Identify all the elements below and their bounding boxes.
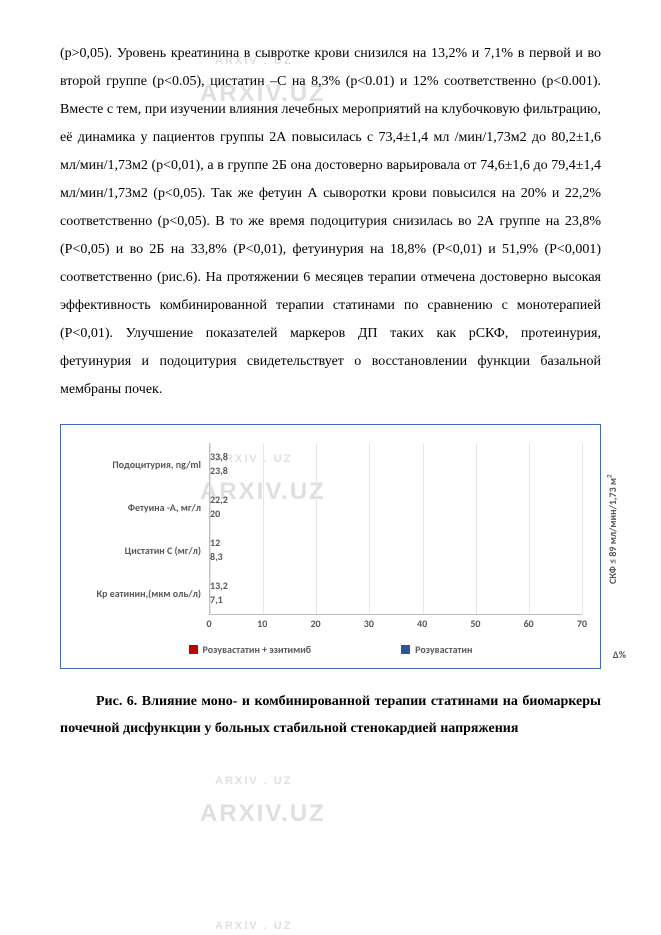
x-tick: 0 (206, 617, 211, 630)
legend-item-combined: Розувастатин + эзитимиб (189, 643, 312, 656)
gridline (476, 443, 477, 614)
plot-area: 33,8 23,8 22,2 20 12 (209, 443, 582, 615)
gridline (316, 443, 317, 614)
legend-label: Розувастатин (415, 643, 472, 656)
gridline (423, 443, 424, 614)
gridline (263, 443, 264, 614)
y-axis-labels: Подоцитурия, ng/ml Фетуина -А, мг/л Цист… (79, 443, 209, 615)
x-axis: 0 10 20 30 40 50 60 70 (209, 617, 582, 633)
bar-value: 7,1 (210, 593, 223, 606)
x-tick: 70 (577, 617, 587, 630)
plot-wrap: 33,8 23,8 22,2 20 12 (209, 443, 582, 633)
bar-value: 8,3 (210, 550, 223, 563)
gridline (582, 443, 583, 614)
bar-value: 20 (210, 507, 220, 520)
bar-value: 22,2 (210, 493, 228, 506)
legend-item-mono: Розувастатин (401, 643, 472, 656)
category-label: Кр еатинин,(мкм оль/л) (79, 588, 201, 599)
legend-swatch-blue (401, 645, 410, 654)
category-label: Фетуина -А, мг/л (79, 502, 201, 513)
body-paragraph: (р>0,05). Уровень креатинина в сывротке … (60, 40, 601, 404)
category-label: Подоцитурия, ng/ml (79, 459, 201, 470)
bar-value: 13,2 (210, 579, 228, 592)
legend-label: Розувастатин + эзитимиб (203, 643, 312, 656)
side-axis-label: СКФ ≤ 89 мл/мин/1,73 м2 (605, 474, 619, 584)
x-tick: 60 (524, 617, 534, 630)
x-tick: 10 (257, 617, 267, 630)
x-tick: 30 (364, 617, 374, 630)
delta-label: ∆% (613, 648, 626, 661)
watermark: ARXIV . UZ (215, 920, 292, 932)
side-axis-text: СКФ ≤ 89 мл/мин/1,73 м (606, 478, 619, 584)
x-tick: 40 (417, 617, 427, 630)
bar-value: 33,8 (210, 450, 228, 463)
gridline (529, 443, 530, 614)
side-axis-label-wrap: СКФ ≤ 89 мл/мин/1,73 м2 (598, 443, 626, 615)
watermark: ARXIV.UZ (200, 800, 326, 828)
gridline (369, 443, 370, 614)
legend-swatch-red (189, 645, 198, 654)
chart-legend: Розувастатин + эзитимиб Розувастатин (79, 643, 582, 656)
figure-caption: Рис. 6. Влияние моно- и комбинированной … (60, 689, 601, 742)
chart-container: Подоцитурия, ng/ml Фетуина -А, мг/л Цист… (60, 424, 601, 669)
x-tick: 50 (470, 617, 480, 630)
bar-value: 23,8 (210, 464, 228, 477)
chart-area: Подоцитурия, ng/ml Фетуина -А, мг/л Цист… (79, 443, 582, 633)
category-label: Цистатин С (мг/л) (79, 545, 201, 556)
bar-value: 12 (210, 536, 220, 549)
side-axis-sup: 2 (605, 474, 614, 478)
watermark: ARXIV . UZ (215, 775, 292, 787)
x-tick: 20 (310, 617, 320, 630)
